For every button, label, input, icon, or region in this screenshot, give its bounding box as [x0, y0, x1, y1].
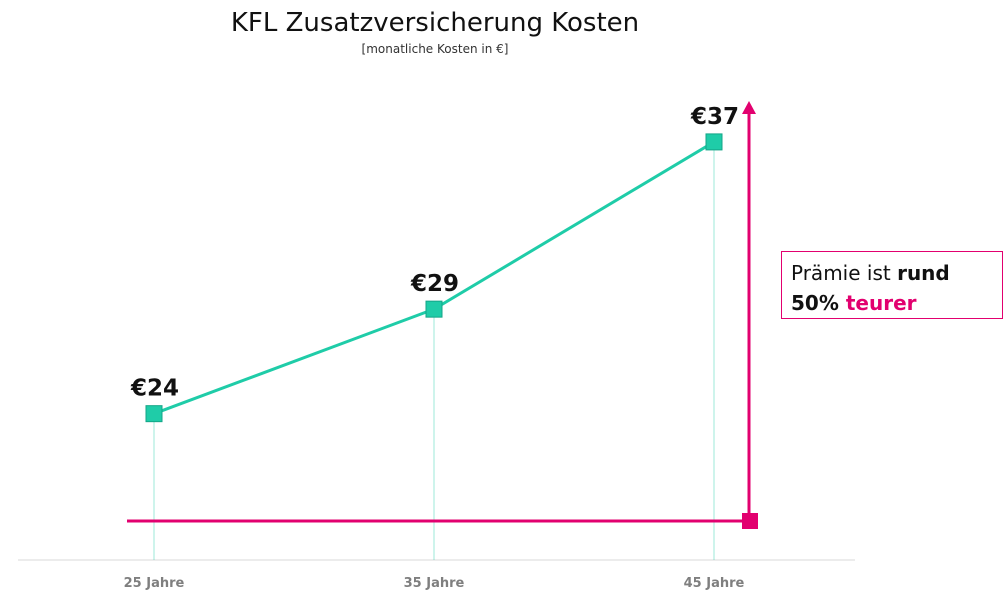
increase-callout: Prämie ist rund 50% teurer — [781, 251, 1003, 319]
callout-line-2: 50% teurer — [791, 288, 1002, 318]
data-label-2: €29 — [410, 271, 459, 297]
data-point-2 — [425, 300, 443, 318]
x-tick-label-1: 25 Jahre — [124, 576, 185, 591]
callout-line-1: Prämie ist rund — [791, 258, 1002, 288]
callout-text-4: teurer — [845, 291, 917, 315]
x-tick-label-3: 45 Jahre — [684, 576, 745, 591]
callout-text-3: 50% — [791, 291, 846, 315]
x-tick-label-2: 35 Jahre — [404, 576, 465, 591]
callout-text-2: rund — [897, 261, 950, 285]
chart-title: KFL Zusatzversicherung Kosten — [230, 8, 640, 38]
data-point-3 — [705, 133, 723, 151]
callout-text-1: Prämie ist — [791, 261, 898, 285]
data-label-1: €24 — [130, 376, 179, 402]
data-label-3: €37 — [690, 104, 739, 130]
increase-arrow-head — [742, 101, 756, 114]
chart-subtitle: [monatliche Kosten in €] — [361, 42, 509, 56]
data-point-1 — [145, 405, 163, 423]
